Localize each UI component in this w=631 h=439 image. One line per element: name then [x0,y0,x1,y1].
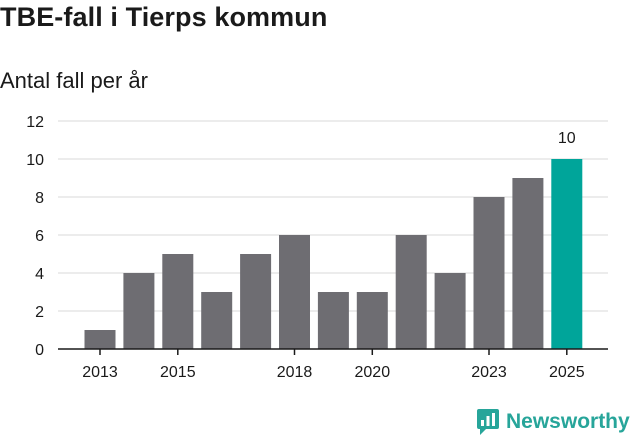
x-tick-label: 2013 [82,364,118,381]
bar-2022 [434,273,466,349]
bar-2017 [240,254,272,349]
bar-2025 [551,159,583,349]
bar-chart: 0 2 4 6 8 10 12 10 2013 2015 2018 2020 2023 2025 [26,114,608,381]
brand-logo: Newsworthy [476,408,630,436]
x-tick-label: 2025 [549,364,585,381]
y-tick-label: 6 [35,228,44,245]
brand-name: Newsworthy [506,410,630,433]
bar-2013 [84,330,116,349]
newsworthy-logo-icon [477,409,499,435]
chart-title: TBE-fall i Tierps kommun [0,2,328,32]
bar-2018 [279,235,310,349]
bar-2024 [512,178,544,349]
x-tick-label: 2023 [471,364,507,381]
bar-2021 [395,235,427,349]
bar-2020 [356,292,388,349]
x-tick-label: 2015 [160,364,196,381]
y-tick-label: 8 [35,190,44,207]
y-tick-label: 10 [26,152,44,169]
y-tick-label: 4 [35,266,44,283]
bar-2023 [473,197,505,349]
bar-2014 [123,273,155,349]
x-tick-label: 2018 [277,364,313,381]
bar-2015 [162,254,194,349]
bar-2016 [201,292,233,349]
data-label-2025: 10 [558,130,576,147]
y-tick-label: 0 [35,342,44,359]
y-tick-label: 12 [26,114,44,131]
y-tick-label: 2 [35,304,44,321]
bar-2019 [317,292,349,349]
chart-subtitle: Antal fall per år [0,68,148,93]
x-tick-label: 2020 [355,364,391,381]
